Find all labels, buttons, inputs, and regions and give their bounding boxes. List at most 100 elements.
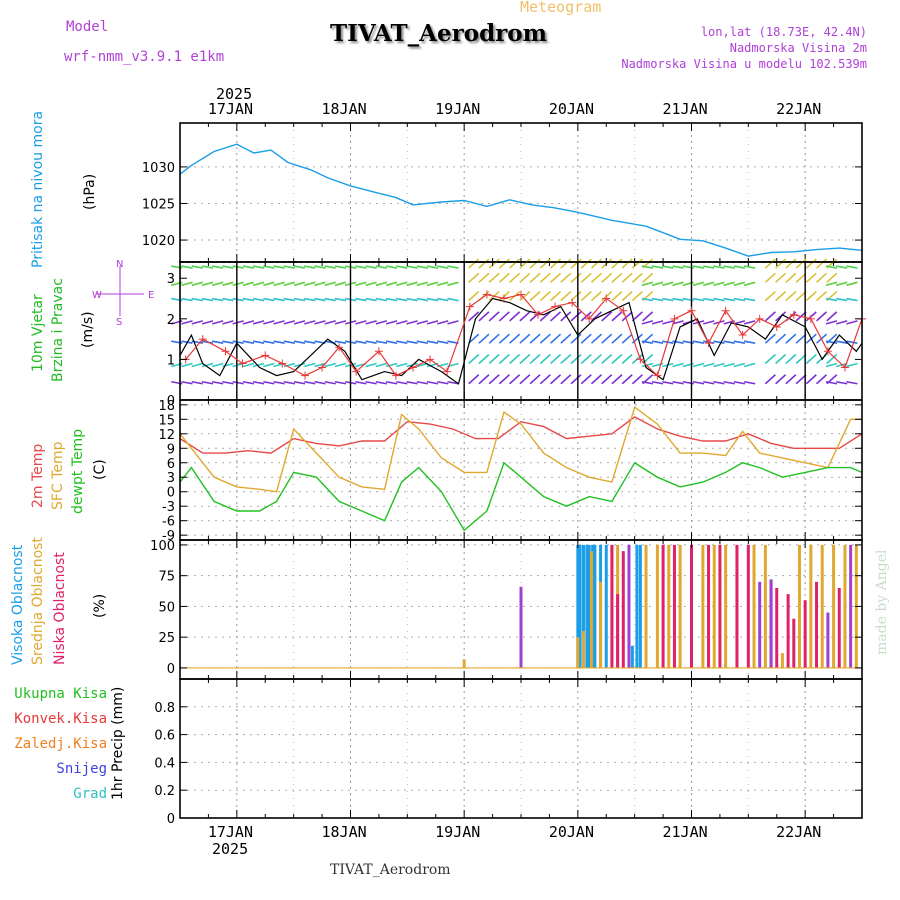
wind-barb (222, 380, 234, 385)
wind-barb (621, 333, 633, 344)
wind-barb (723, 362, 735, 368)
wind-barb (426, 297, 439, 302)
wind-barb (672, 362, 684, 368)
wind-barb (651, 340, 664, 344)
wind-barb (539, 374, 551, 385)
wind-barb (478, 333, 490, 344)
wind-barb (273, 265, 285, 269)
wind-barb (703, 320, 715, 325)
wind-barb (334, 265, 347, 269)
wind-barb (539, 333, 551, 344)
wind-barb (385, 340, 398, 344)
wind-barb (314, 297, 326, 302)
wind-barb (743, 320, 756, 325)
wind-barb (672, 281, 684, 287)
wind-barb (723, 340, 735, 344)
wind-barb (825, 380, 838, 385)
wind-barb (468, 290, 480, 302)
wind-barb (621, 272, 633, 283)
wind-barb (252, 297, 265, 302)
series-line (179, 461, 863, 532)
wind-barb (713, 362, 725, 368)
wind-barb (242, 340, 255, 344)
wind-barb (406, 380, 418, 385)
subtitle: Meteogram (520, 0, 602, 16)
wind-barb (785, 333, 797, 344)
wind-barb (795, 258, 807, 269)
wind-barb (191, 297, 203, 302)
y-tick-label: 3 (167, 272, 175, 287)
wind-barb (293, 340, 306, 344)
wind-barb (437, 265, 449, 269)
wind-barb (263, 297, 275, 302)
panel-1: 0 1 2 3 (167, 258, 866, 409)
y-tick-label: 0.4 (154, 756, 175, 771)
wind-barb (825, 265, 838, 269)
wind-barb (498, 272, 510, 283)
wind-barb (365, 297, 377, 302)
wind-barb (191, 265, 203, 269)
wind-barb (447, 297, 459, 302)
wind-barb (488, 333, 500, 344)
wind-barb (662, 265, 674, 269)
wind-barb (283, 340, 295, 344)
wind-barb (478, 258, 490, 269)
wind-barb (416, 265, 428, 269)
wind-barb (733, 340, 746, 344)
wind-barb (611, 333, 623, 344)
wind-point (789, 310, 798, 319)
wind-barb (825, 340, 838, 344)
wind-barb (601, 272, 613, 283)
wind-barb (437, 380, 449, 385)
wind-barb (805, 290, 817, 302)
bottom-day-label: 22JAN (776, 823, 822, 841)
wind-barb (416, 380, 428, 385)
bottom-day-label: 21JAN (662, 823, 708, 841)
wind-barb (181, 320, 193, 325)
wind-barb (355, 380, 367, 385)
y-tick-label: 0 (167, 394, 175, 409)
wind-barb (672, 320, 684, 325)
wind-barb (252, 281, 265, 287)
wind-barb (437, 320, 449, 325)
wind-barb (304, 362, 316, 368)
wind-barb (437, 340, 449, 344)
elevation-label: Nadmorska Visina 2m (729, 41, 867, 55)
wind-barb (304, 281, 316, 287)
wind-barb (651, 380, 664, 385)
wind-barb (232, 265, 244, 269)
wind-barb (334, 297, 347, 302)
compass-n: N (116, 259, 123, 270)
wind-point (335, 343, 344, 352)
wind-barb (406, 265, 418, 269)
series-line (179, 143, 863, 257)
wind-barb (539, 353, 551, 365)
wind-barb (488, 272, 500, 283)
wind-barb (529, 333, 541, 344)
wind-barb (396, 380, 408, 385)
wind-barb (365, 265, 377, 269)
wind-barb (560, 374, 572, 385)
panel-frame (179, 678, 863, 819)
wind-barb (590, 374, 603, 385)
wind-barb (212, 265, 224, 269)
wind-barb (242, 281, 255, 287)
wind-barb (191, 362, 203, 368)
wind-barb (201, 281, 214, 287)
wind-barb (611, 374, 623, 385)
wind-barb (324, 362, 336, 368)
wind-barb (222, 362, 234, 368)
wind-barb (314, 281, 326, 287)
wind-barb (744, 297, 756, 302)
wind-barb (795, 353, 807, 365)
wind-barb (273, 380, 285, 385)
y-tick-label: 18 (158, 399, 175, 414)
wind-barb (744, 380, 756, 385)
wind-barb (785, 353, 797, 365)
panel-0: 1020 1025 1030 (142, 122, 863, 263)
wind-point (840, 363, 849, 372)
y-tick-label: 0.2 (154, 784, 175, 799)
model-name: wrf-nmm_v3.9.1 e1km (64, 49, 225, 65)
wind-point (653, 371, 662, 380)
